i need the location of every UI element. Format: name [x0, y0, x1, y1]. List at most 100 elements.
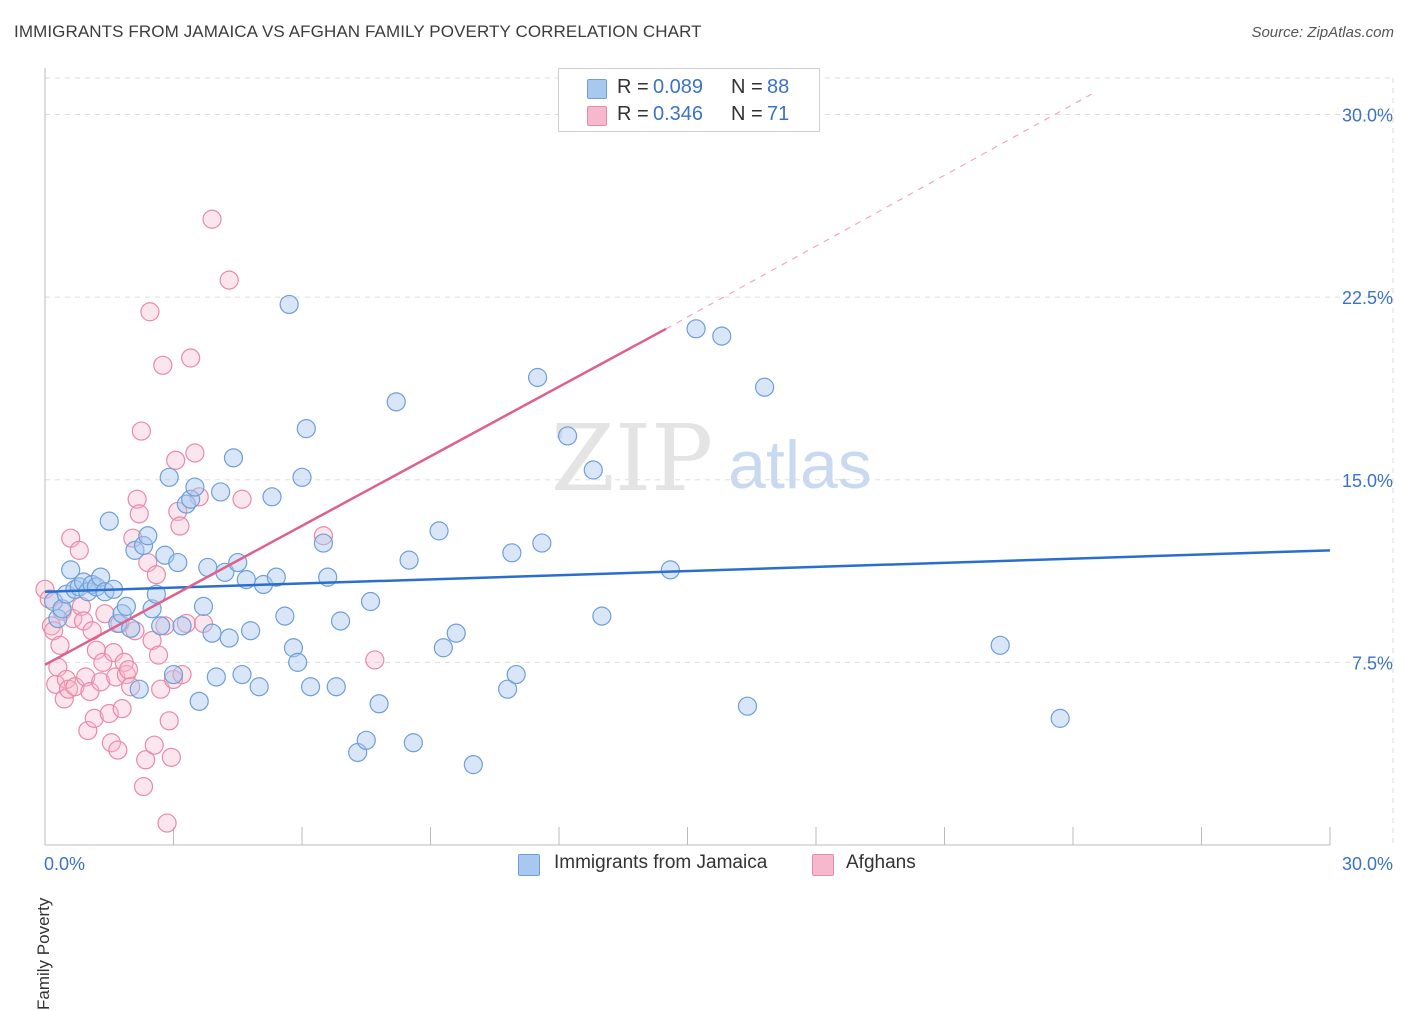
- afghans-point: [232, 489, 252, 509]
- afghans-point: [101, 733, 121, 753]
- jamaica-point: [279, 294, 299, 315]
- afghans-point: [93, 652, 113, 672]
- jamaica-point: [163, 664, 184, 685]
- jamaica-trend-line: [44, 549, 1331, 594]
- r-label: R =: [617, 76, 649, 98]
- y-tick-label: 15.0%: [1342, 471, 1393, 491]
- afghans-point: [313, 526, 334, 546]
- jamaica-point: [275, 606, 295, 626]
- afghans-point: [108, 740, 128, 760]
- jamaica-point: [91, 567, 111, 587]
- afghans-point: [144, 735, 164, 755]
- x-tick-label: 30.0%: [1342, 854, 1393, 874]
- afghans-point: [46, 674, 66, 694]
- jamaica-point: [138, 526, 158, 546]
- jamaica-point: [557, 426, 578, 446]
- jamaica-point: [61, 560, 81, 580]
- jamaica-point: [129, 679, 149, 699]
- y-axis-label: Family Poverty: [34, 897, 53, 1010]
- afghans-point: [76, 667, 96, 687]
- jamaica-point: [737, 696, 758, 716]
- jamaica-point: [660, 560, 680, 580]
- jamaica-point: [502, 543, 522, 563]
- afghans-point: [148, 645, 169, 665]
- afghans-point: [65, 677, 85, 697]
- y-tick-label: 30.0%: [1342, 106, 1393, 126]
- jamaica-point: [326, 677, 346, 697]
- jamaica-point: [189, 691, 209, 711]
- afghans-point: [159, 711, 179, 731]
- afghans-point: [80, 681, 100, 702]
- jamaica-point: [990, 635, 1010, 655]
- jamaica-point: [168, 552, 188, 573]
- jamaica-point: [193, 596, 214, 616]
- afghans-point: [140, 302, 160, 322]
- jamaica-point: [506, 664, 526, 685]
- afghans-trend-line: [44, 327, 667, 666]
- chart-title: IMMIGRANTS FROM JAMAICA VS AFGHAN FAMILY…: [14, 22, 702, 41]
- jamaica-point: [360, 591, 381, 612]
- jamaica-point: [219, 628, 239, 648]
- afghans-point: [95, 604, 115, 624]
- axes: [44, 68, 1331, 846]
- trend-lines: [44, 92, 1331, 666]
- jamaica-point: [712, 326, 732, 346]
- tick-labels: 7.5% 15.0% 22.5% 30.0% 0.0% 30.0%: [44, 106, 1393, 874]
- legend-row-afghans: R = 0.346 N = 71: [559, 102, 819, 130]
- jamaica-point: [686, 319, 706, 339]
- afghans-point: [202, 209, 222, 229]
- jamaica-point: [181, 489, 201, 509]
- afghans-point: [54, 689, 74, 709]
- jamaica-point: [262, 487, 282, 507]
- legend-row-jamaica: R = 0.089 N = 88: [559, 75, 819, 103]
- watermark-atlas: atlas: [728, 427, 872, 503]
- legend-label: Afghans: [846, 852, 916, 873]
- jamaica-point: [223, 448, 244, 468]
- jamaica-point: [1050, 708, 1070, 728]
- afghans-point: [123, 528, 143, 548]
- jamaica-point: [498, 679, 518, 699]
- afghans-point: [91, 672, 111, 692]
- afghans-points: [35, 209, 385, 833]
- afghans-point: [166, 450, 186, 470]
- y-tick-label: 7.5%: [1352, 653, 1393, 673]
- afghans-point: [112, 699, 132, 719]
- afghans-point: [157, 813, 177, 833]
- jamaica-point: [583, 460, 603, 480]
- afghans-point: [155, 616, 175, 636]
- jamaica-point: [288, 652, 308, 672]
- jamaica-point: [52, 599, 72, 619]
- jamaica-point: [266, 567, 286, 587]
- afghans-point: [129, 504, 149, 524]
- r-value: 0.089: [653, 76, 704, 98]
- blue-swatch: [587, 79, 607, 99]
- jamaica-point: [133, 535, 154, 556]
- afghans-point: [136, 750, 156, 770]
- r-value: 0.346: [653, 103, 704, 125]
- jamaica-point: [386, 392, 406, 412]
- jamaica-point: [330, 611, 351, 631]
- afghans-point: [103, 643, 124, 663]
- jamaica-point: [446, 623, 466, 643]
- afghans-point: [170, 516, 190, 536]
- jamaica-point: [369, 694, 389, 714]
- afghans-point: [78, 720, 98, 741]
- jamaica-point: [249, 677, 269, 697]
- n-label: N =: [731, 103, 763, 125]
- afghans-point: [69, 540, 89, 560]
- jamaica-point: [185, 477, 205, 497]
- jamaica-point: [356, 730, 376, 750]
- watermark-zip: ZIP: [551, 405, 713, 512]
- jamaica-point: [283, 638, 304, 658]
- jamaica-point: [399, 550, 419, 570]
- jamaica-point: [300, 677, 321, 697]
- jamaica-point: [313, 533, 334, 553]
- jamaica-point: [592, 606, 612, 626]
- afghans-point: [153, 355, 173, 375]
- afghans-point: [146, 565, 166, 585]
- jamaica-point: [292, 467, 312, 487]
- r-label: R =: [617, 103, 649, 125]
- afghans-point: [84, 708, 104, 728]
- n-value: 88: [767, 76, 790, 98]
- jamaica-point: [754, 377, 775, 397]
